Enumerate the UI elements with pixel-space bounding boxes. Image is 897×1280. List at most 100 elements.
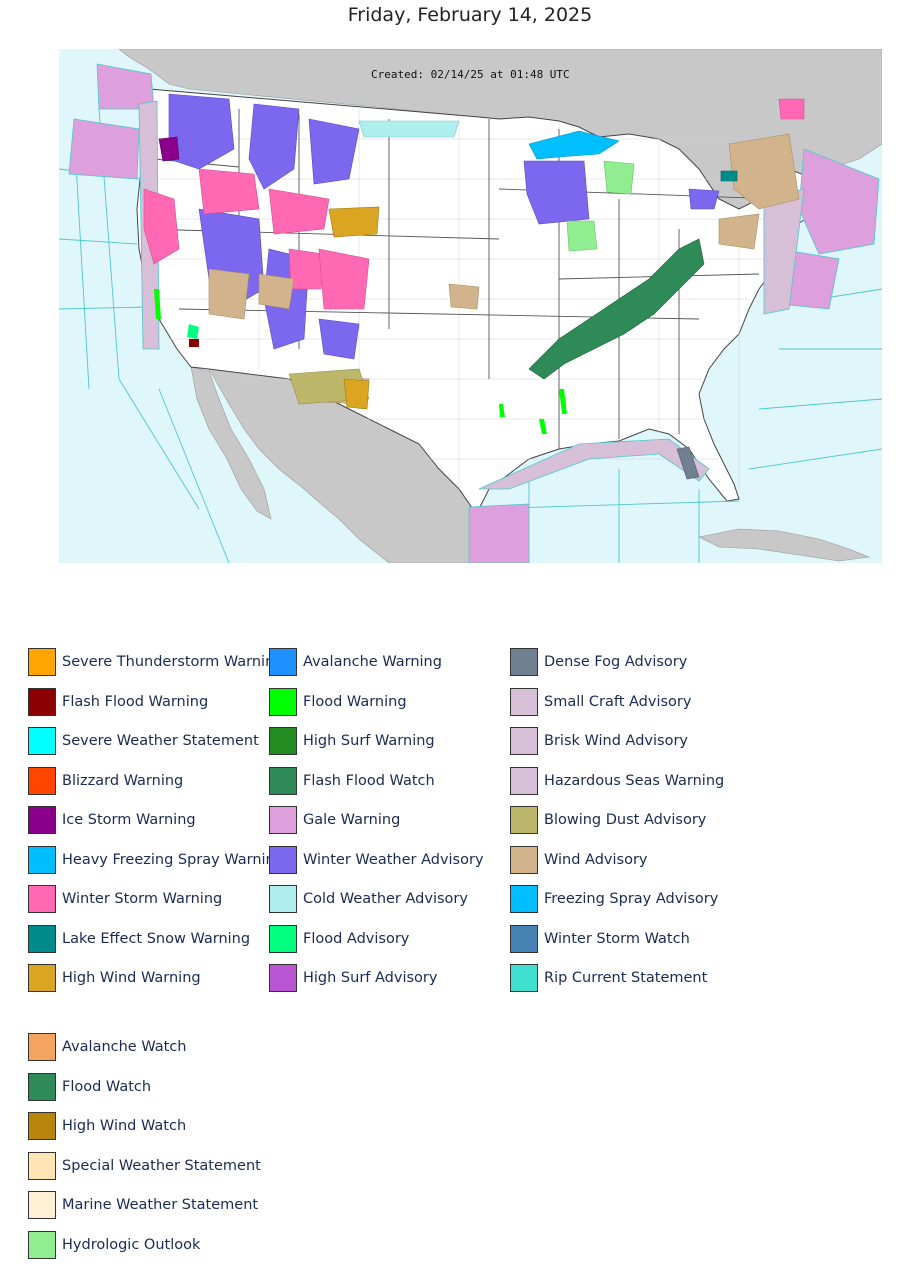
legend-swatch [269,845,297,874]
winter-storm-warning-areas [143,98,805,310]
legend-swatch [510,924,538,953]
legend-swatch [269,648,297,676]
legend-label: Hydrologic Outlook [62,1236,201,1253]
legend-swatch [28,885,56,913]
legend-item: High Surf Warning [269,725,435,757]
legend-swatch [28,1151,56,1180]
legend-swatch [269,766,297,795]
legend-swatch [28,1072,56,1101]
legend-swatch [269,687,297,716]
legend-label: Special Weather Statement [62,1157,261,1174]
legend-label: Lake Effect Snow Warning [62,930,251,947]
hazard-map[interactable]: Created: 02/14/25 at 01:48 UTC [59,49,882,563]
legend-label: Flood Warning [303,693,407,710]
legend-label: Flash Flood Warning [62,693,209,710]
legend-item: Marine Weather Statement [28,1189,258,1221]
legend-label: Severe Weather Statement [62,733,259,749]
legend-swatch [28,727,56,755]
legend-label: Avalanche Watch [62,1039,187,1055]
legend-label: Brisk Wind Advisory [544,733,688,749]
legend-swatch [28,766,56,795]
cold-weather-advisory-area [358,120,460,138]
legend-item: Flood Advisory [269,923,409,955]
legend-item: Avalanche Warning [269,646,442,678]
legend-item: High Wind Watch [28,1110,186,1142]
legend-swatch [28,1230,56,1259]
legend-item: Small Craft Advisory [510,686,691,718]
wind-advisory-areas [208,133,800,405]
legend-item: Special Weather Statement [28,1150,261,1182]
legend-swatch [28,687,56,716]
legend-swatch [28,964,56,992]
high-wind-warning-area [328,206,380,238]
legend-item: Cold Weather Advisory [269,883,468,915]
legend-item: Lake Effect Snow Warning [28,923,250,955]
legend-swatch [28,1112,56,1140]
legend-label: Flood Watch [62,1078,152,1095]
hydrologic-outlook-area [566,220,598,252]
legend-label: Freezing Spray Advisory [544,891,719,907]
legend-item: Blizzard Warning [28,765,183,797]
legend-label: Gale Warning [303,812,401,828]
dense-fog-advisory-area [676,446,700,480]
flood-warning-areas [154,289,567,434]
legend-label: Rip Current Statement [544,970,708,986]
legend-item: Winter Storm Warning [28,883,222,915]
legend-swatch [510,727,538,755]
flood-advisory-areas [187,324,199,339]
baja-peninsula [190,366,272,520]
legend-label: High Surf Warning [303,733,435,749]
legend-label: Blizzard Warning [62,772,184,789]
legend-item: High Surf Advisory [269,962,437,994]
legend-label: High Wind Watch [62,1118,187,1134]
legend-label: Avalanche Warning [303,654,442,670]
legend-label: Small Craft Advisory [544,693,692,710]
legend-swatch [510,806,538,834]
cuba-island [698,528,871,562]
legend-item: Flash Flood Watch [269,765,435,797]
legend-label: Ice Storm Warning [62,812,196,828]
legend-item: Dense Fog Advisory [510,646,687,678]
high-wind-warning-area-nm [343,378,370,410]
legend-label: High Surf Advisory [303,970,438,986]
legend-swatch [28,1033,56,1061]
legend-label: Winter Storm Warning [62,891,223,907]
legend-item: Winter Storm Watch [510,923,690,955]
legend-label: Hazardous Seas Warning [544,772,725,789]
legend-swatch [269,727,297,755]
legend-item: Ice Storm Warning [28,804,196,836]
legend-item: Wind Advisory [510,844,648,876]
legend-item: Hazardous Seas Warning [510,765,724,797]
legend-item: Freezing Spray Advisory [510,883,718,915]
legend-label: Wind Advisory [544,851,648,868]
legend-label: Flood Advisory [303,930,410,947]
legend-swatch [28,1191,56,1219]
legend-swatch [510,964,538,992]
legend-swatch [269,964,297,992]
legend-item: Gale Warning [269,804,400,836]
legend-swatch [28,806,56,834]
flash-flood-watch-area [528,238,705,380]
legend-item: Flash Flood Warning [28,686,208,718]
legend-item: Winter Weather Advisory [269,844,484,876]
legend-swatch [28,648,56,676]
legend-item: Rip Current Statement [510,962,707,994]
legend-label: High Wind Warning [62,970,201,986]
hazard-map-svg [59,49,882,563]
page-date-title: Friday, February 14, 2025 [347,4,593,26]
ice-storm-warning-area [158,136,180,162]
legend-item: Severe Thunderstorm Warning [28,646,283,678]
legend-label: Severe Thunderstorm Warning [62,654,284,670]
legend-item: Brisk Wind Advisory [510,725,688,757]
legend-label: Marine Weather Statement [62,1197,259,1213]
legend-swatch [510,648,538,676]
legend-label: Cold Weather Advisory [303,891,468,907]
legend-swatch [510,845,538,874]
small-craft-advisory-zones [138,100,805,490]
legend-swatch [269,806,297,834]
legend-swatch [28,924,56,953]
legend-item: Flood Warning [269,686,407,718]
legend-swatch [28,845,56,874]
legend-label: Heavy Freezing Spray Warning [62,851,284,868]
legend-item: Blowing Dust Advisory [510,804,706,836]
